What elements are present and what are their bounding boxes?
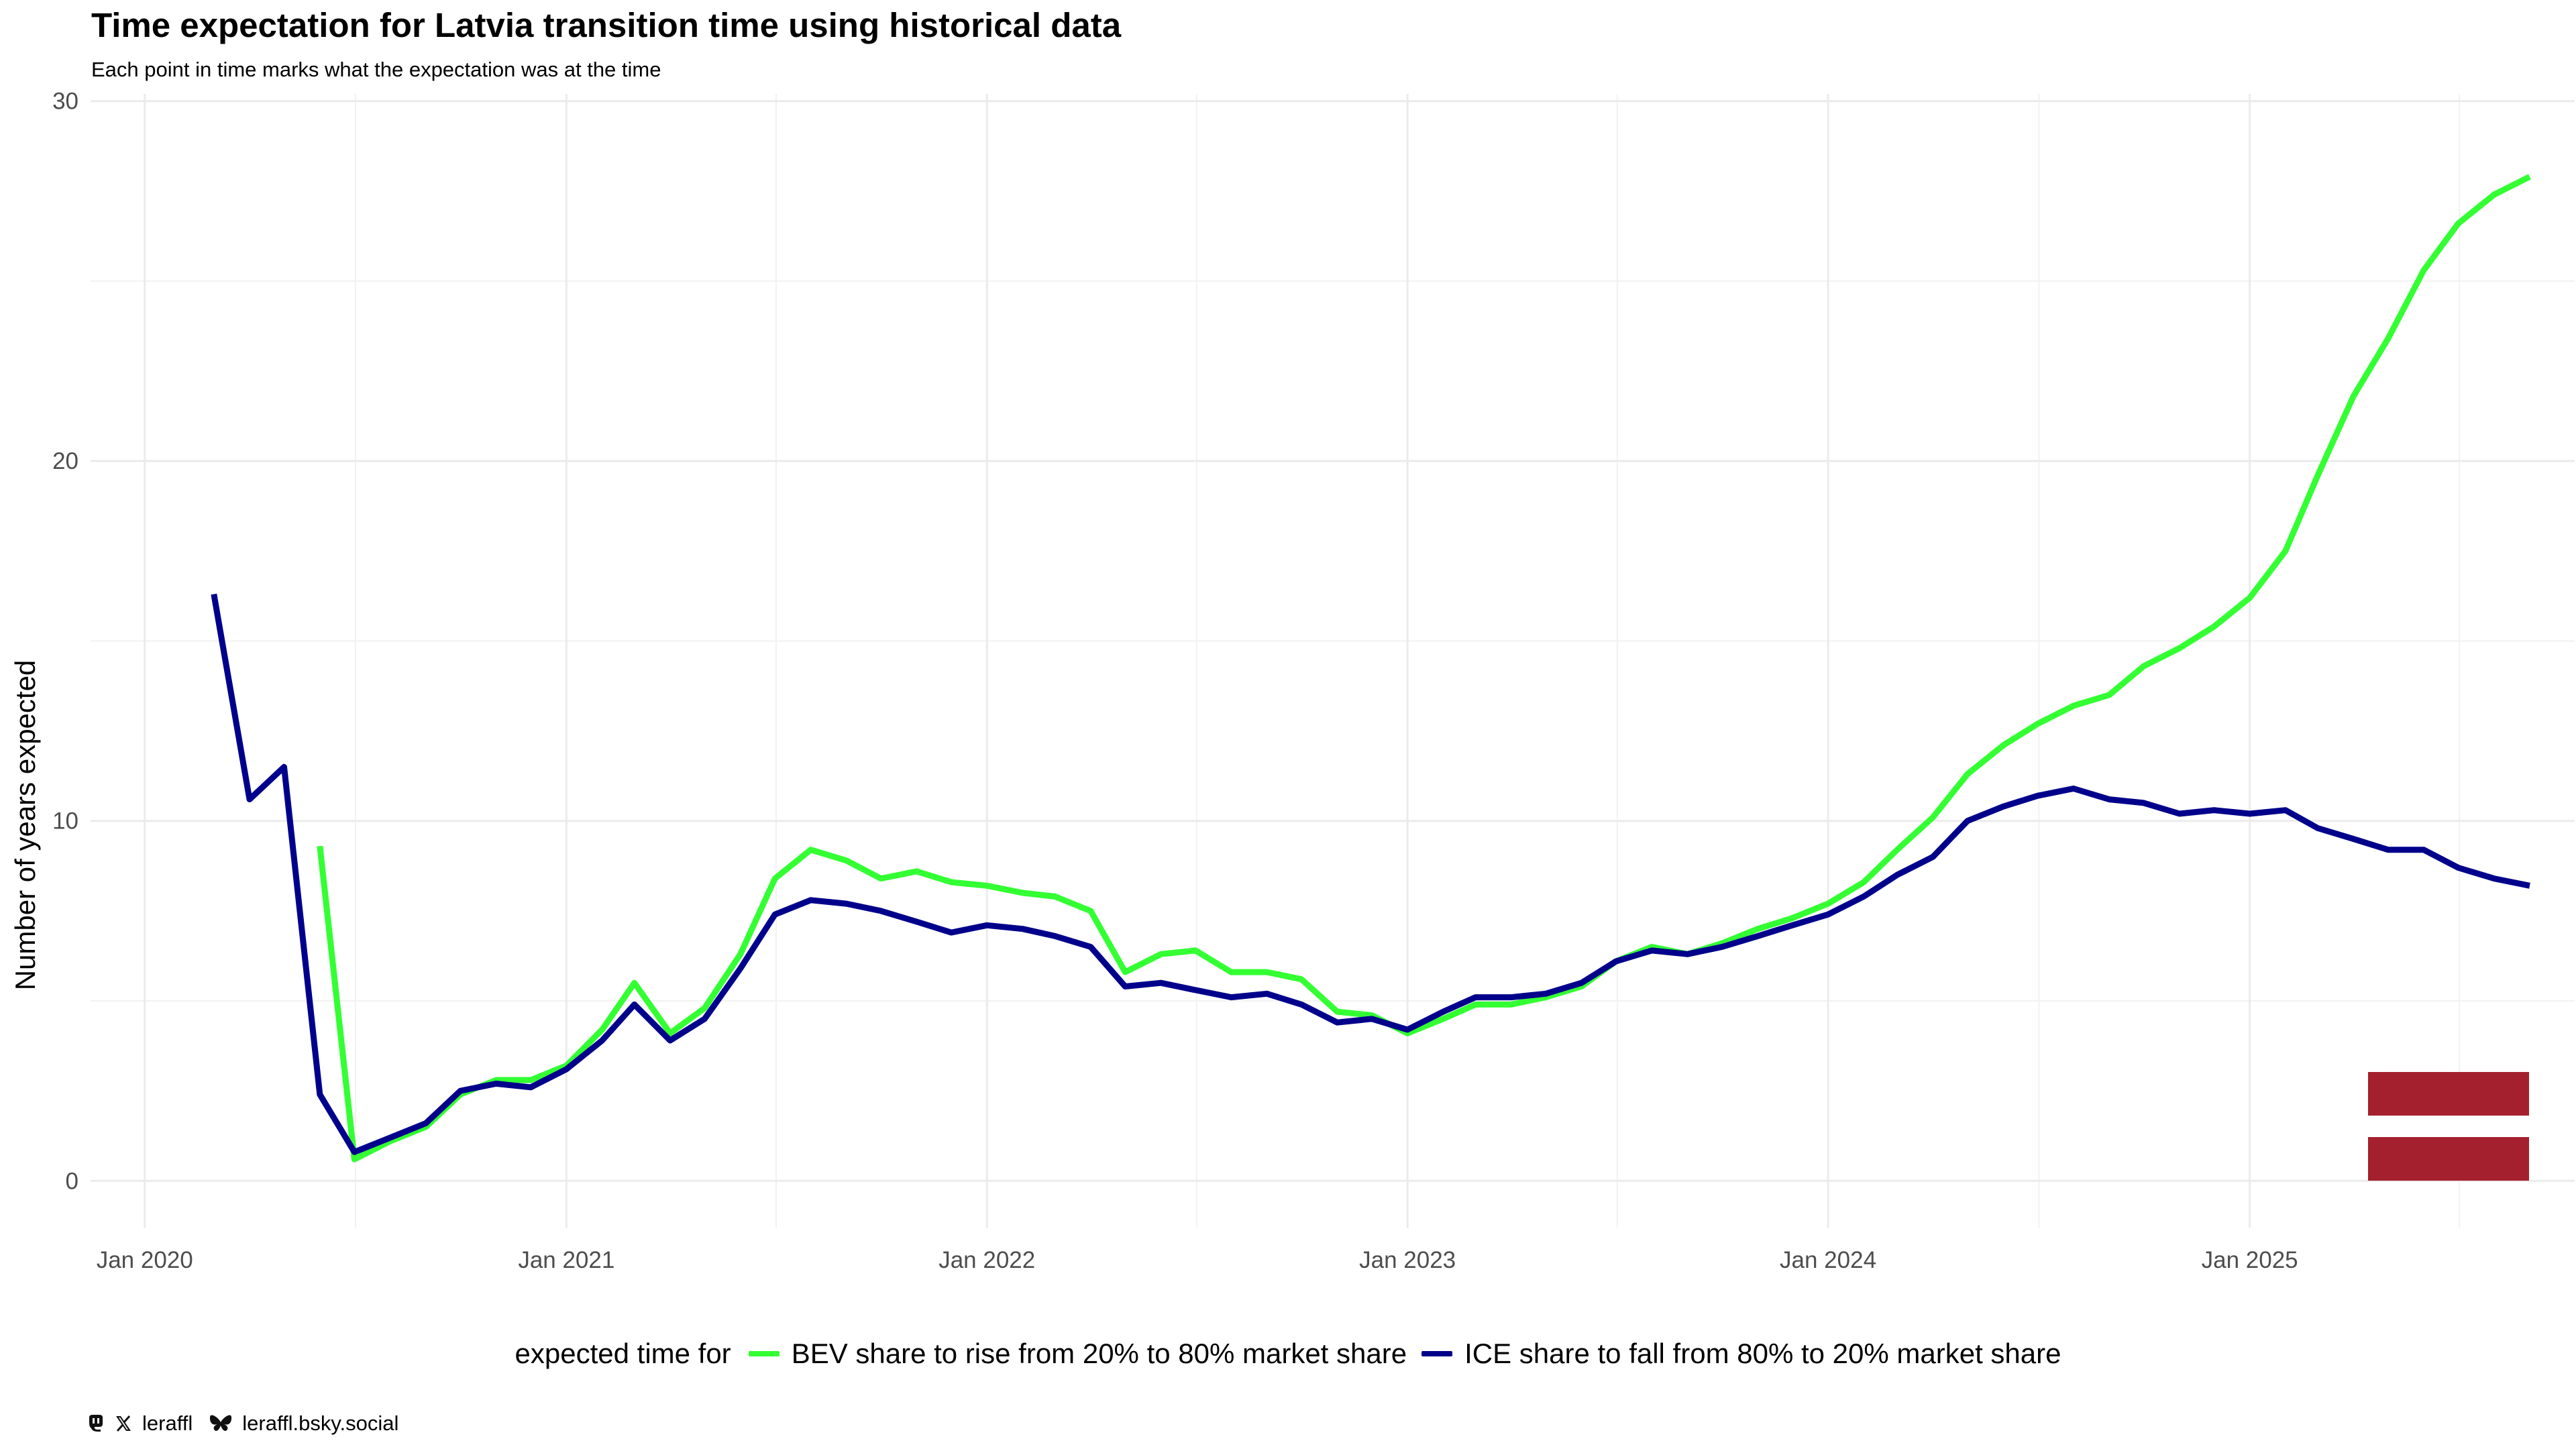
flag-band-bottom	[2368, 1137, 2529, 1181]
chart-title: Time expectation for Latvia transition t…	[91, 6, 1122, 44]
bluesky-butterfly-icon	[209, 1413, 233, 1434]
x-tick-label: Jan 2025	[2202, 1247, 2298, 1273]
y-tick-label: 30	[52, 89, 78, 115]
legend-title: expected time for	[515, 1338, 731, 1369]
x-icon	[114, 1414, 133, 1433]
legend-label-ice: ICE share to fall from 80% to 20% market…	[1464, 1338, 2061, 1369]
y-tick-label: 10	[52, 808, 78, 835]
latvia-flag	[2368, 1072, 2529, 1181]
legend-key-bev	[748, 1351, 780, 1356]
y-tick-label: 0	[66, 1168, 78, 1194]
x-tick-label: Jan 2024	[1780, 1247, 1876, 1273]
series-line-bev	[317, 174, 2532, 1163]
caption-bluesky: leraffl.bsky.social	[242, 1411, 399, 1435]
caption: leraffl leraffl.bsky.social	[87, 1411, 415, 1436]
mastodon-icon	[87, 1413, 105, 1434]
caption-handle: leraffl	[142, 1411, 193, 1435]
legend: expected time for BEV share to rise from…	[0, 1338, 2576, 1370]
legend-item-ice: ICE share to fall from 80% to 20% market…	[1407, 1338, 2061, 1370]
minor-gridlines	[91, 94, 2575, 1228]
y-axis-label: Number of years expected	[9, 660, 41, 991]
chart-subtitle: Each point in time marks what the expect…	[91, 58, 661, 81]
series-lines	[211, 174, 2532, 1163]
x-axis-ticks: Jan 2020 Jan 2021 Jan 2022 Jan 2023 Jan 2024…	[97, 1247, 2298, 1273]
major-gridlines	[91, 94, 2575, 1228]
flag-band-top	[2368, 1072, 2529, 1116]
x-tick-label: Jan 2022	[938, 1247, 1035, 1273]
y-axis-ticks: 0 10 20 30	[52, 89, 78, 1195]
legend-key-ice	[1421, 1351, 1453, 1356]
flag-band-middle	[2368, 1115, 2529, 1138]
x-tick-label: Jan 2023	[1359, 1247, 1456, 1273]
legend-item-bev: BEV share to rise from 20% to 80% market…	[734, 1338, 1407, 1370]
y-tick-label: 20	[52, 448, 78, 474]
x-tick-label: Jan 2021	[518, 1247, 614, 1273]
x-tick-label: Jan 2020	[97, 1247, 193, 1273]
legend-label-bev: BEV share to rise from 20% to 80% market…	[791, 1338, 1407, 1369]
series-line-ice	[211, 593, 2530, 1155]
